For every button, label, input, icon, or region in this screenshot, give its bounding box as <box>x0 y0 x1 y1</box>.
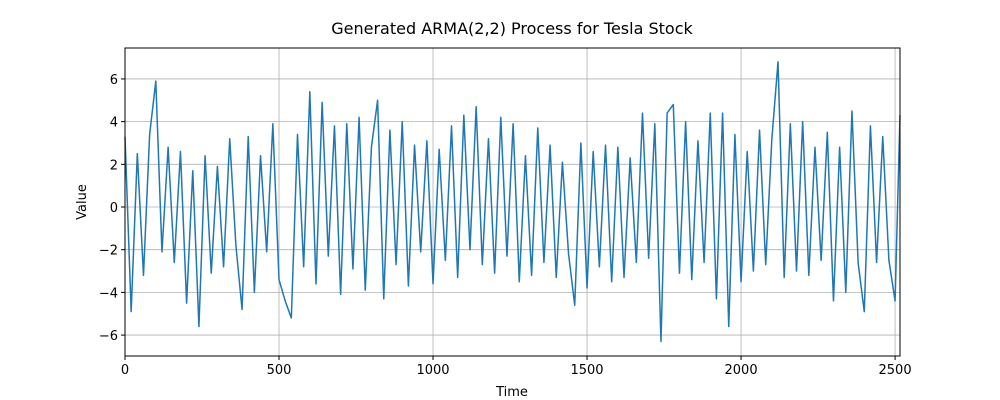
x-tick-label: 1000 <box>416 363 449 378</box>
y-tick-label: 0 <box>110 201 118 216</box>
chart-title: Generated ARMA(2,2) Process for Tesla St… <box>331 19 693 38</box>
x-tick-label: 0 <box>121 363 129 378</box>
y-tick-label: −2 <box>99 244 118 259</box>
y-tick-label: 4 <box>110 116 118 131</box>
x-axis-label: Time <box>495 385 528 400</box>
y-axis-label: Value <box>75 184 90 220</box>
x-tick-label: 1500 <box>570 363 603 378</box>
y-tick-label: 2 <box>110 158 118 173</box>
y-tick-label: 6 <box>110 73 118 88</box>
plot-frame <box>124 47 901 357</box>
x-tick-label: 500 <box>267 363 292 378</box>
y-tick-label: −6 <box>99 329 118 344</box>
x-tick-label: 2000 <box>725 363 758 378</box>
x-tick-label: 2500 <box>879 363 912 378</box>
data-line <box>124 61 901 343</box>
y-tick-label: −4 <box>99 286 118 301</box>
